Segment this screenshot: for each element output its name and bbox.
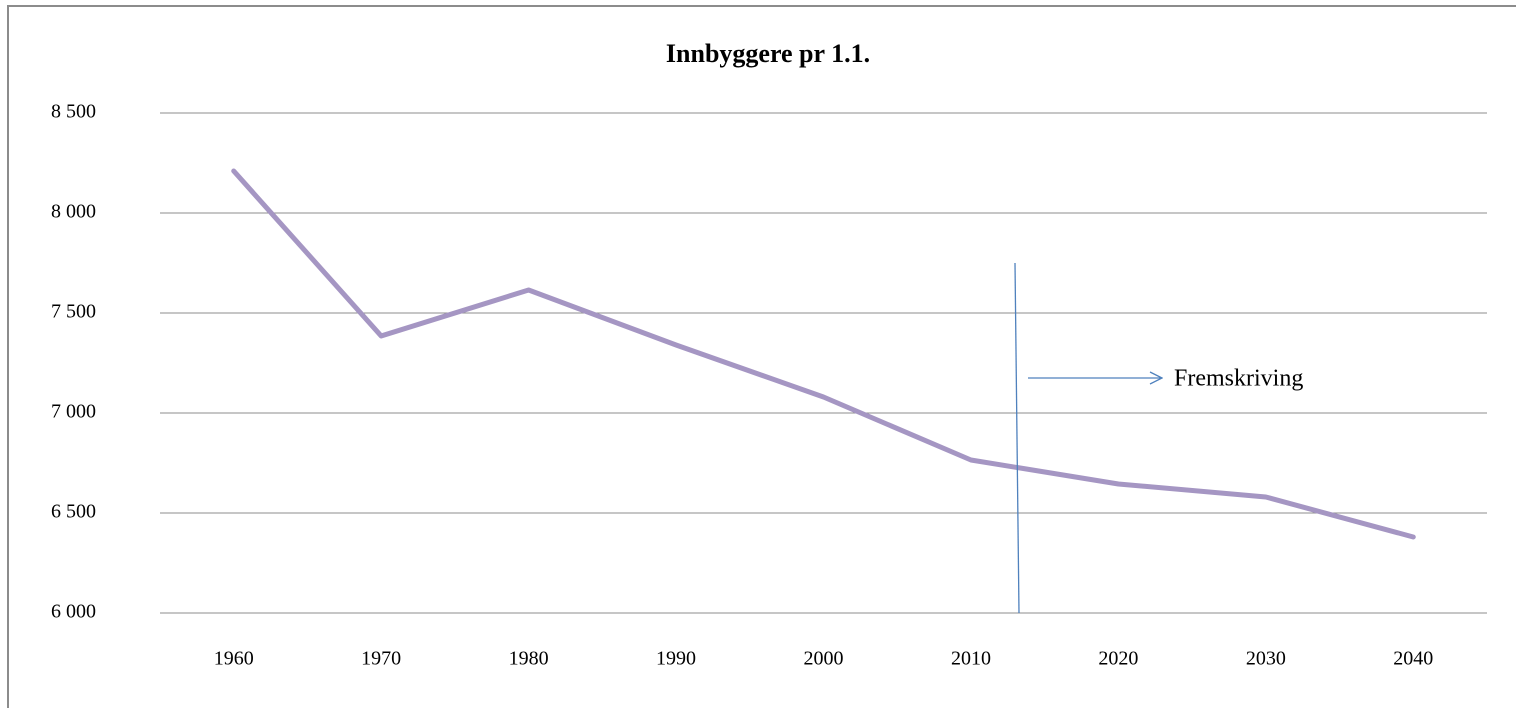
y-tick-label: 7 500 [51, 301, 96, 323]
x-tick-label: 1970 [361, 648, 401, 670]
x-tick-label: 2020 [1098, 648, 1138, 670]
chart-frame [7, 5, 1516, 708]
y-tick-label: 8 500 [51, 101, 96, 123]
chart-title: Innbyggere pr 1.1. [666, 39, 870, 68]
x-tick-label: 1960 [214, 648, 254, 670]
x-tick-label: 2040 [1393, 648, 1433, 670]
forecast-divider [1014, 262, 1020, 614]
y-tick-label: 8 000 [51, 201, 96, 223]
y-tick-label: 6 500 [51, 501, 96, 523]
y-tick-label: 6 000 [51, 601, 96, 623]
x-tick-label: 1980 [509, 648, 549, 670]
annotation: Fremskriving [1174, 366, 1303, 392]
y-tick-label: 7 000 [51, 401, 96, 423]
x-tick-label: 2010 [951, 648, 991, 670]
x-tick-label: 2000 [804, 648, 844, 670]
data-line [231, 168, 1416, 540]
x-tick-label: 2030 [1246, 648, 1286, 670]
x-tick-label: 1990 [656, 648, 696, 670]
